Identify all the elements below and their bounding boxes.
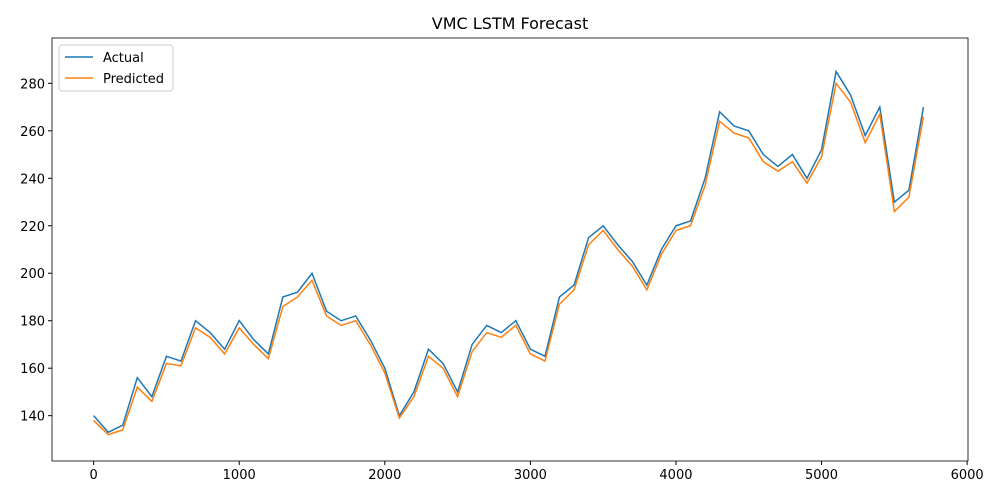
x-tick-label: 6000 bbox=[951, 468, 984, 483]
x-tick-label: 5000 bbox=[805, 468, 838, 483]
series-line bbox=[93, 69, 925, 434]
y-tick-label: 200 bbox=[20, 267, 45, 282]
legend-label: Predicted bbox=[103, 72, 164, 87]
y-tick-label: 160 bbox=[20, 362, 45, 377]
plot-frame bbox=[51, 37, 969, 462]
y-tick-label: 220 bbox=[20, 220, 45, 235]
y-tick-label: 260 bbox=[20, 125, 45, 140]
y-tick-label: 140 bbox=[20, 410, 45, 425]
x-tick-label: 0 bbox=[89, 468, 97, 483]
y-tick-label: 240 bbox=[20, 172, 45, 187]
chart-title: VMC LSTM Forecast bbox=[432, 14, 588, 33]
y-tick-label: 280 bbox=[20, 77, 45, 92]
legend-label: Actual bbox=[103, 51, 144, 66]
x-tick-label: 3000 bbox=[514, 468, 547, 483]
series-line bbox=[93, 81, 925, 436]
y-tick-label: 180 bbox=[20, 315, 45, 330]
x-tick-label: 2000 bbox=[368, 468, 401, 483]
x-tick-label: 4000 bbox=[659, 468, 692, 483]
x-tick-label: 1000 bbox=[223, 468, 256, 483]
